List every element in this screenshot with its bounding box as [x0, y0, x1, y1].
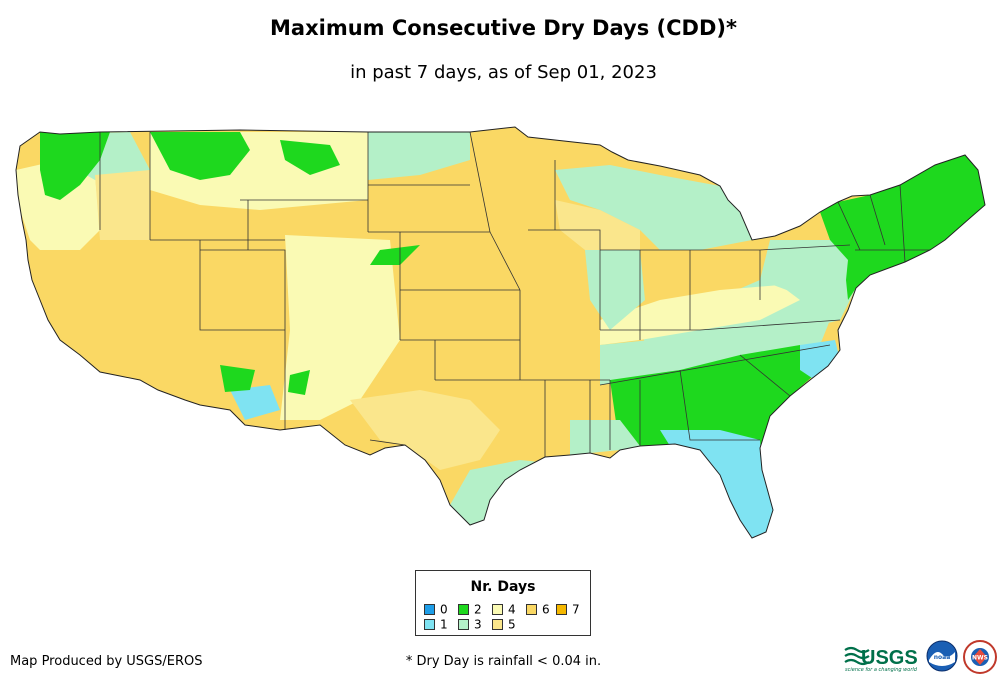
legend-label-0: 0: [440, 602, 448, 617]
zone-florida-1: [660, 430, 773, 538]
noaa-wordmark: noaa: [934, 654, 951, 661]
map-title: Maximum Consecutive Dry Days (CDD)*: [270, 16, 737, 40]
zone-nc-1: [800, 340, 840, 380]
legend-swatch-3: [458, 619, 469, 630]
legend-item-7: 7: [556, 602, 580, 617]
zone-oregon-5: [95, 170, 150, 240]
zone-montana-2: [150, 132, 250, 180]
legend-item-3: 3: [458, 617, 482, 632]
legend-item-0: 0: [424, 602, 448, 617]
legend-item-6: 6: [526, 602, 550, 617]
legend-label-7: 7: [572, 602, 580, 617]
legend-item-1: 1: [424, 617, 448, 632]
zone-montana-east-2: [280, 140, 340, 175]
legend-label-5: 5: [508, 617, 516, 632]
zone-nevada-6: [90, 230, 200, 380]
legend-swatch-0: [424, 604, 435, 615]
legend: Nr. Days 0 1 2 3 4 5 6 7: [415, 570, 591, 636]
legend-item-2: 2: [458, 602, 482, 617]
legend-swatch-6: [526, 604, 537, 615]
usgs-wordmark: USGS: [861, 647, 918, 668]
legend-swatch-4: [492, 604, 503, 615]
usgs-logo: USGS: [844, 646, 918, 668]
zone-nd-north-3: [368, 132, 470, 180]
legend-label-2: 2: [474, 602, 482, 617]
zone-nebraska-2: [370, 245, 420, 265]
legend-label-4: 4: [508, 602, 516, 617]
legend-swatch-1: [424, 619, 435, 630]
zone-wi-5: [555, 200, 640, 250]
zone-gulf-3: [570, 420, 640, 455]
zone-texas-interior-5: [350, 390, 500, 470]
zone-tennessee-3: [600, 320, 830, 385]
legend-item-5: 5: [492, 617, 516, 632]
state-borders: [99, 131, 930, 457]
zone-arizona-2: [220, 365, 255, 392]
nws-logo: NWS: [963, 640, 997, 674]
zone-southeast-2: [610, 345, 830, 450]
legend-item-4: 4: [492, 602, 516, 617]
nws-wordmark: NWS: [972, 655, 988, 662]
conus-cdd-map: [15, 126, 986, 539]
noaa-logo: noaa: [926, 640, 958, 672]
legend-label-1: 1: [440, 617, 448, 632]
zone-arizona-1: [230, 385, 280, 420]
legend-swatch-5: [492, 619, 503, 630]
map-subtitle: in past 7 days, as of Sep 01, 2023: [350, 62, 657, 83]
legend-label-6: 6: [542, 602, 550, 617]
zone-washington-2: [40, 132, 110, 200]
legend-swatch-2: [458, 604, 469, 615]
dry-day-footnote: * Dry Day is rainfall < 0.04 in.: [405, 654, 602, 669]
legend-title: Nr. Days: [470, 579, 536, 595]
zone-four-corners-4: [280, 235, 400, 420]
zone-great-lakes-3: [555, 165, 752, 250]
zone-pa-3: [760, 240, 848, 295]
legend-label-3: 3: [474, 617, 482, 632]
zone-newmexico-2: [288, 370, 310, 395]
usgs-tagline: science for a changing world: [845, 667, 917, 673]
credit-text: Map Produced by USGS/EROS: [10, 654, 203, 669]
legend-swatch-7: [556, 604, 567, 615]
